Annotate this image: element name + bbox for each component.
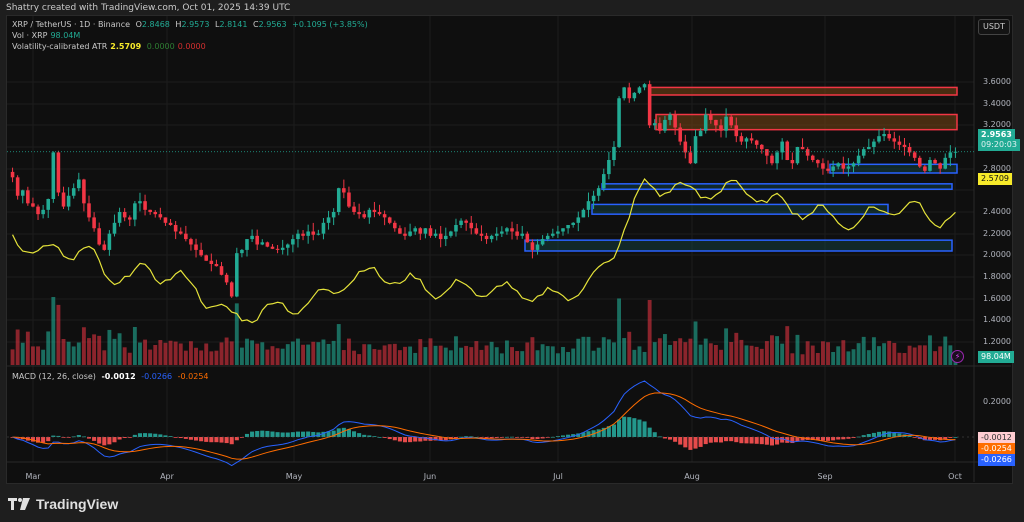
time-axis-label: Mar: [25, 472, 41, 481]
time-axis-label: Apr: [160, 472, 174, 481]
high-value: 2.9573: [181, 20, 210, 29]
attribution-text: Shattry created with TradingView.com, Oc…: [6, 3, 291, 13]
time-axis-label: Oct: [948, 472, 962, 481]
price-axis-label: 3.4000: [983, 98, 1011, 108]
macd-hist-tag: -0.0012: [978, 432, 1015, 444]
price-axis-label: 2.8000: [983, 163, 1011, 173]
symbol-legend: XRP / TetherUS · 1D · Binance O2.8468 H2…: [12, 20, 368, 29]
atr-tag: 2.5709: [978, 173, 1012, 185]
change-value: +0.1095 (+3.85%): [292, 20, 368, 29]
macd-signal-tag: -0.0254: [978, 443, 1015, 455]
low-value: 2.8141: [219, 20, 248, 29]
price-axis-label: 2.0000: [983, 250, 1011, 260]
signal-line-value: -0.0254: [177, 372, 209, 381]
macd-line-tag: -0.0266: [978, 454, 1015, 466]
volume-legend: Vol · XRP 98.04M: [12, 31, 81, 40]
macd-legend: MACD (12, 26, close) -0.0012 -0.0266 -0.…: [12, 372, 209, 381]
macd-hist-value: -0.0012: [101, 372, 136, 381]
tradingview-logo: TradingView: [8, 496, 118, 512]
time-axis-label: Jun: [423, 472, 437, 481]
tradingview-logo-icon: [8, 498, 30, 510]
atr-value: 2.5709: [110, 42, 142, 51]
macd-line-value: -0.0266: [141, 372, 173, 381]
time-axis-label: Jul: [553, 472, 563, 481]
price-axis-label: 3.6000: [983, 77, 1011, 86]
price-axis-label: 2.2000: [983, 228, 1011, 238]
price-axis-label: 2.4000: [983, 206, 1011, 216]
last-price-tag: 2.9563: [978, 129, 1015, 141]
price-axis-label: 1.8000: [983, 271, 1011, 281]
price-axis-label: 3.2000: [983, 120, 1011, 130]
volume-value: 98.04M: [50, 31, 81, 40]
time-axis-label: Aug: [684, 472, 700, 481]
lightning-icon[interactable]: ⚡: [951, 350, 964, 363]
brand-text: TradingView: [36, 496, 119, 512]
open-value: 2.8468: [141, 20, 170, 29]
countdown-tag: 09:20:03: [978, 139, 1020, 151]
currency-button[interactable]: USDT: [978, 19, 1010, 35]
time-axis-label: May: [285, 472, 303, 481]
price-axis-label: 1.6000: [983, 293, 1011, 303]
price-axis-label: 1.2000: [983, 336, 1011, 346]
atr-legend: Volatility-calibrated ATR 2.5709 0.0000 0.…: [12, 42, 206, 51]
time-axis-label: Sep: [817, 472, 833, 481]
close-value: 2.9563: [258, 20, 287, 29]
macd-axis-label: 0.2000: [983, 397, 1011, 406]
price-axis-label: 1.4000: [983, 315, 1011, 325]
volume-tag: 98.04M: [978, 351, 1014, 363]
symbol-label: XRP / TetherUS · 1D · Binance: [12, 20, 131, 29]
